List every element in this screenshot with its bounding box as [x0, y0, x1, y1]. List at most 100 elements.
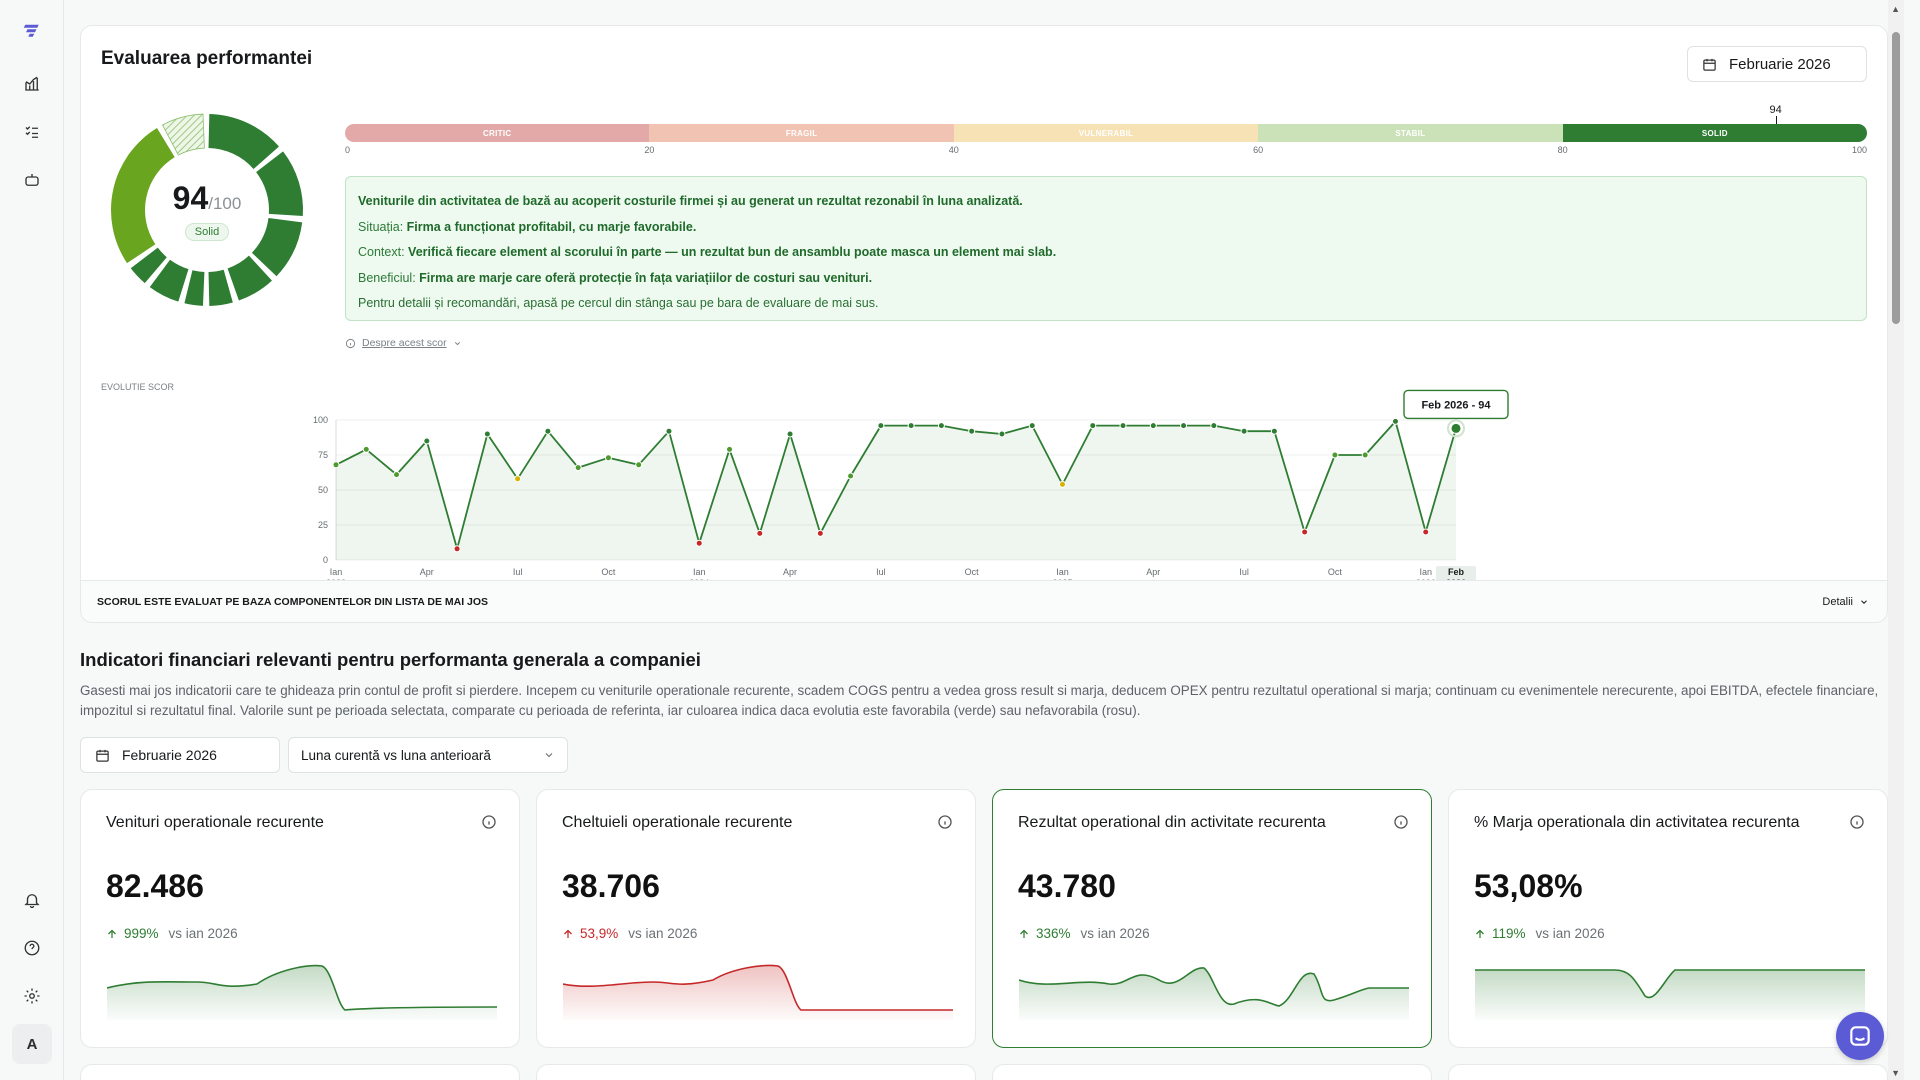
sidebar-item-notifications[interactable] — [16, 884, 48, 916]
chart-tooltip-label: Feb 2026 - 94 — [1421, 399, 1491, 411]
chart-point[interactable] — [423, 437, 431, 445]
chart-point[interactable] — [1422, 528, 1430, 536]
x-tick-label: Oct — [601, 567, 616, 577]
chart-point[interactable] — [847, 472, 855, 480]
brand-logo[interactable] — [16, 14, 48, 46]
chart-point[interactable] — [483, 430, 491, 438]
details-toggle[interactable]: Detalii — [1822, 596, 1869, 608]
donut-segment[interactable] — [130, 247, 167, 284]
chart-point[interactable] — [544, 427, 552, 435]
chart-point[interactable] — [877, 422, 885, 430]
info-icon[interactable] — [481, 814, 497, 830]
kpi-delta: 999% vs ian 2026 — [106, 926, 238, 941]
scroll-up-arrow[interactable]: ▲ — [1891, 4, 1900, 14]
score-donut[interactable]: 94/100 Solid — [107, 110, 307, 310]
scrollbar[interactable]: ▲ ▼ — [1888, 0, 1904, 1080]
x-tick-label: Apr — [783, 567, 797, 577]
chart-point[interactable] — [604, 454, 612, 462]
donut-segment[interactable] — [208, 269, 233, 306]
chart-point[interactable] — [393, 471, 401, 479]
chart-point[interactable] — [362, 445, 370, 453]
kpi-card[interactable]: % Marja operationala din activitatea rec… — [1448, 789, 1888, 1048]
chart-point[interactable] — [998, 430, 1006, 438]
scale-marker-label: 94 — [1769, 104, 1782, 116]
chart-point[interactable] — [907, 422, 915, 430]
sidebar-item-help[interactable] — [16, 932, 48, 964]
arrow-up-icon — [108, 929, 116, 938]
sidebar-item-analytics[interactable] — [16, 68, 48, 100]
comparison-select[interactable]: Luna curentă vs luna anterioară — [288, 737, 568, 773]
chart-point[interactable] — [1361, 451, 1369, 459]
info-icon[interactable] — [1849, 814, 1865, 830]
kpi-card[interactable]: Cheltuieli operationale recurente 38.706… — [536, 789, 976, 1048]
info-icon[interactable] — [1393, 814, 1409, 830]
kpi-card[interactable]: Rezultat operational din activitate recu… — [992, 789, 1432, 1048]
indicators-title: Indicatori financiari relevanti pentru p… — [80, 649, 701, 670]
kpi-card[interactable]: Venituri operationale recurente 82.486 9… — [80, 789, 520, 1048]
performance-date-picker[interactable]: Februarie 2026 — [1687, 46, 1867, 82]
chart-point[interactable] — [1119, 422, 1127, 430]
evaluation-scale[interactable]: 94 CRITIC FRAGIL VULNERABIL STABIL SOLID… — [345, 104, 1867, 159]
chart-point[interactable] — [937, 422, 945, 430]
chart-point[interactable] — [786, 430, 794, 438]
kpi-title: % Marja operationala din activitatea rec… — [1474, 814, 1800, 831]
chart-point[interactable] — [1028, 422, 1036, 430]
chart-point[interactable] — [1058, 480, 1066, 488]
donut-segment[interactable] — [256, 151, 303, 217]
chart-point[interactable] — [1210, 422, 1218, 430]
chat-launcher-button[interactable] — [1836, 1012, 1884, 1060]
chart-point[interactable] — [1391, 417, 1399, 425]
chart-point[interactable] — [816, 529, 824, 537]
donut-segment[interactable] — [161, 113, 205, 156]
donut-segment[interactable] — [149, 259, 189, 302]
scale-tick: 100 — [1851, 145, 1867, 155]
donut-segment[interactable] — [208, 114, 280, 169]
chevron-down-icon — [545, 753, 553, 758]
explanation-context: Context: Verifică fiecare element al sco… — [358, 245, 1057, 259]
chart-point[interactable] — [726, 445, 734, 453]
chart-point[interactable] — [1180, 422, 1188, 430]
x-tick-label: Iul — [1239, 567, 1249, 577]
about-score-link[interactable]: Despre acest scor — [345, 337, 462, 349]
comparison-select-value: Luna curentă vs luna anterioară — [301, 747, 491, 763]
chart-point[interactable] — [695, 539, 703, 547]
chart-point[interactable] — [1331, 451, 1339, 459]
chart-point[interactable] — [332, 461, 340, 469]
tasks-icon — [25, 126, 38, 138]
chart-point[interactable] — [756, 529, 764, 537]
y-tick-label: 25 — [318, 520, 328, 530]
chart-point[interactable] — [968, 427, 976, 435]
scroll-down-arrow[interactable]: ▼ — [1891, 1068, 1900, 1078]
kpi-comparison: vs ian 2026 — [628, 926, 698, 941]
sidebar-item-tasks[interactable] — [16, 116, 48, 148]
donut-segment[interactable] — [184, 270, 205, 306]
chart-point[interactable] — [453, 545, 461, 553]
donut-segment[interactable] — [227, 255, 272, 301]
x-tick-label: Ian — [330, 567, 343, 577]
sidebar-item-assistant[interactable] — [16, 164, 48, 196]
avatar[interactable]: A — [12, 1024, 52, 1064]
scale-marker — [1775, 116, 1777, 124]
chart-point[interactable] — [1240, 427, 1248, 435]
kpi-sparkline — [107, 964, 497, 1020]
chart-point[interactable] — [514, 475, 522, 483]
sidebar-item-settings[interactable] — [16, 980, 48, 1012]
x-tick-label: Oct — [1328, 567, 1343, 577]
chart-point[interactable] — [1450, 422, 1462, 434]
chart-point[interactable] — [574, 464, 582, 472]
status-badge: Solid — [184, 222, 230, 241]
chart-point[interactable] — [1149, 422, 1157, 430]
kpi-delta: 53,9% vs ian 2026 — [562, 926, 697, 941]
scrollbar-thumb[interactable] — [1892, 32, 1900, 324]
info-icon[interactable] — [937, 814, 953, 830]
score-evolution-chart[interactable]: Ian2023AprIulOctIan2024AprIulOctIan2025A… — [241, 386, 1581, 596]
chart-point[interactable] — [665, 427, 673, 435]
kpi-sparkline — [563, 964, 953, 1020]
indicators-date-picker[interactable]: Februarie 2026 — [80, 737, 280, 773]
donut-segment[interactable] — [251, 217, 303, 277]
chart-point[interactable] — [635, 461, 643, 469]
chart-point[interactable] — [1089, 422, 1097, 430]
chart-point[interactable] — [1270, 427, 1278, 435]
donut-segment[interactable] — [110, 128, 175, 264]
chart-point[interactable] — [1301, 528, 1309, 536]
